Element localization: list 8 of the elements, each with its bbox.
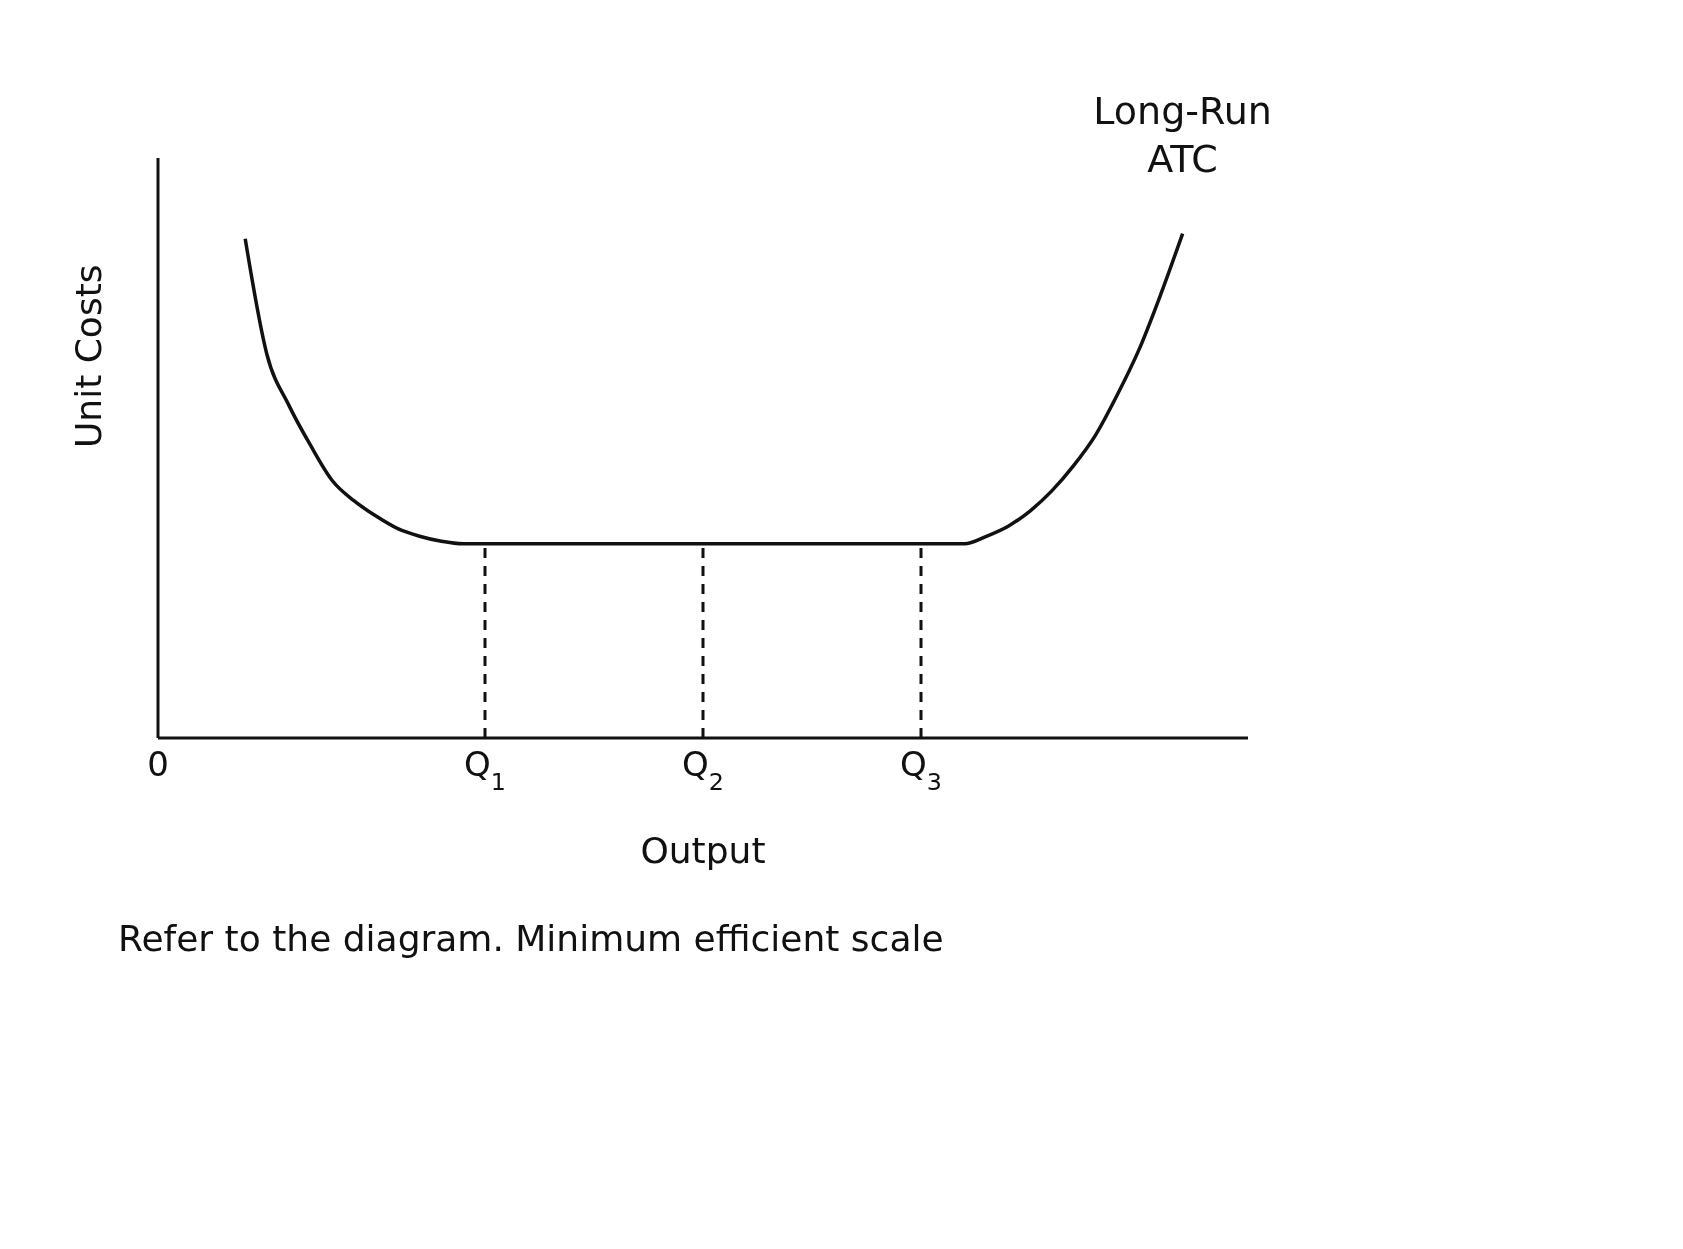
x-axis-title: Output [640, 830, 766, 871]
text: Refer to the diagram. Minimum efficient scale [118, 918, 945, 959]
x-tick-label: 0 [147, 744, 169, 784]
x-tick-label: Q$_{2}$ [682, 744, 724, 796]
x-tick-label: Q$_{1}$ [464, 744, 506, 796]
text: Long-Run ATC [1093, 88, 1272, 181]
y-axis-title: Unit Costs [67, 264, 109, 448]
x-tick-label: Q$_{3}$ [900, 744, 942, 796]
